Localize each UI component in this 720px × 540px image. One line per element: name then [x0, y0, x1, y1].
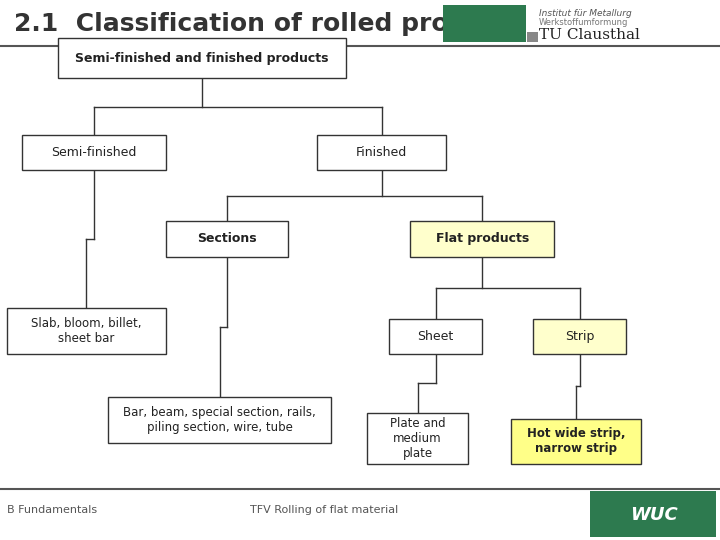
- Text: Sections: Sections: [197, 232, 256, 246]
- FancyBboxPatch shape: [533, 319, 626, 354]
- FancyBboxPatch shape: [22, 135, 166, 170]
- FancyBboxPatch shape: [511, 418, 641, 464]
- Text: Semi-finished: Semi-finished: [51, 146, 136, 159]
- FancyBboxPatch shape: [410, 221, 554, 256]
- Text: Strip: Strip: [565, 329, 594, 343]
- Text: Flat products: Flat products: [436, 232, 529, 246]
- Text: Finished: Finished: [356, 146, 408, 159]
- Text: B Fundamentals: B Fundamentals: [7, 505, 97, 515]
- Text: 5: 5: [683, 504, 691, 517]
- FancyBboxPatch shape: [590, 491, 716, 537]
- Text: 2.1  Classification of rolled products: 2.1 Classification of rolled products: [14, 12, 526, 36]
- FancyBboxPatch shape: [367, 413, 468, 464]
- Text: TU Clausthal: TU Clausthal: [539, 28, 639, 42]
- Text: Werkstoffumformung: Werkstoffumformung: [539, 18, 628, 27]
- Text: Bar, beam, special section, rails,
piling section, wire, tube: Bar, beam, special section, rails, pilin…: [123, 406, 316, 434]
- Text: Plate and
medium
plate: Plate and medium plate: [390, 417, 446, 460]
- Text: Sheet: Sheet: [418, 329, 454, 343]
- Text: Institut für Metallurg: Institut für Metallurg: [539, 9, 631, 18]
- FancyBboxPatch shape: [317, 135, 446, 170]
- FancyBboxPatch shape: [389, 319, 482, 354]
- FancyBboxPatch shape: [58, 38, 346, 78]
- FancyBboxPatch shape: [166, 221, 288, 256]
- Text: Semi-finished and finished products: Semi-finished and finished products: [75, 51, 328, 65]
- FancyBboxPatch shape: [527, 32, 538, 42]
- Text: Hot wide strip,
narrow strip: Hot wide strip, narrow strip: [527, 428, 625, 455]
- FancyBboxPatch shape: [7, 308, 166, 354]
- Text: WUC: WUC: [630, 505, 678, 524]
- Text: TFV Rolling of flat material: TFV Rolling of flat material: [250, 505, 398, 515]
- FancyBboxPatch shape: [108, 397, 331, 443]
- Text: Slab, bloom, billet,
sheet bar: Slab, bloom, billet, sheet bar: [31, 317, 142, 345]
- FancyBboxPatch shape: [443, 5, 526, 42]
